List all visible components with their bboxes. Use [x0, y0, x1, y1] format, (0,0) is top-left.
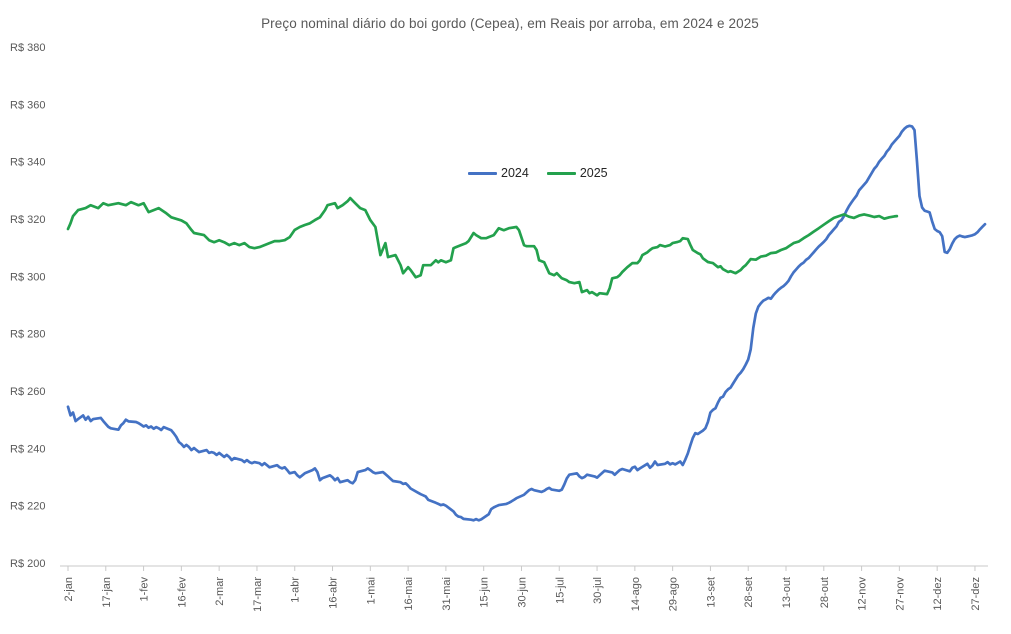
x-axis-label: 14-ago	[630, 577, 642, 611]
legend-item-2025: 2025	[546, 166, 608, 180]
x-axis-label: 17-jan	[101, 577, 113, 608]
x-axis-label: 1-fev	[139, 577, 151, 602]
x-axis-label: 31-mai	[441, 577, 453, 611]
x-axis-label: 27-nov	[894, 577, 906, 611]
x-axis-label: 13-set	[705, 577, 717, 608]
y-axis-label: R$ 200	[10, 558, 45, 570]
y-axis-label: R$ 240	[10, 443, 45, 455]
x-axis-label: 13-out	[781, 577, 793, 608]
x-axis-label: 27-dez	[970, 577, 982, 611]
x-axis-label: 12-nov	[857, 577, 869, 611]
y-axis-label: R$ 280	[10, 329, 45, 341]
y-axis-label: R$ 260	[10, 386, 45, 398]
x-axis-label: 12-dez	[932, 577, 944, 611]
x-axis-label: 16-mai	[403, 577, 415, 611]
x-axis-label: 30-jun	[516, 577, 528, 608]
legend-line-swatch-2025	[546, 171, 576, 175]
x-axis-label: 30-jul	[592, 577, 604, 604]
x-axis-label: 1-mai	[365, 577, 377, 605]
y-axis-label: R$ 300	[10, 271, 45, 283]
chart-title: Preço nominal diário do boi gordo (Cepea…	[261, 16, 759, 31]
legend: 2024 2025	[468, 166, 608, 180]
y-axis-label: R$ 380	[10, 42, 45, 54]
x-axis-label: 15-jul	[554, 577, 566, 604]
x-axis-label: 29-ago	[668, 577, 680, 611]
series-2024-line	[66, 124, 987, 522]
legend-label-2024: 2024	[501, 166, 529, 180]
x-axis-label: 16-fev	[176, 577, 188, 608]
x-axis-label: 28-out	[819, 577, 831, 608]
y-axis-label: R$ 220	[10, 501, 45, 513]
x-axis-label: 2-mar	[214, 577, 226, 606]
x-axis-label: 1-abr	[290, 577, 302, 603]
x-axis-label: 15-jun	[479, 577, 491, 608]
x-axis-label: 17-mar	[252, 577, 264, 612]
y-axis-label: R$ 340	[10, 157, 45, 169]
x-axis-label: 28-set	[743, 577, 755, 608]
legend-label-2025: 2025	[579, 166, 608, 180]
legend-line-swatch-2024	[468, 171, 497, 175]
y-axis-label: R$ 360	[10, 99, 45, 111]
series-2025-line	[66, 196, 899, 297]
y-axis-label: R$ 320	[10, 214, 45, 226]
x-axis-label: 2-jan	[63, 577, 75, 601]
legend-item-2024: 2024	[468, 166, 529, 180]
x-axis-label: 16-abr	[328, 577, 340, 609]
